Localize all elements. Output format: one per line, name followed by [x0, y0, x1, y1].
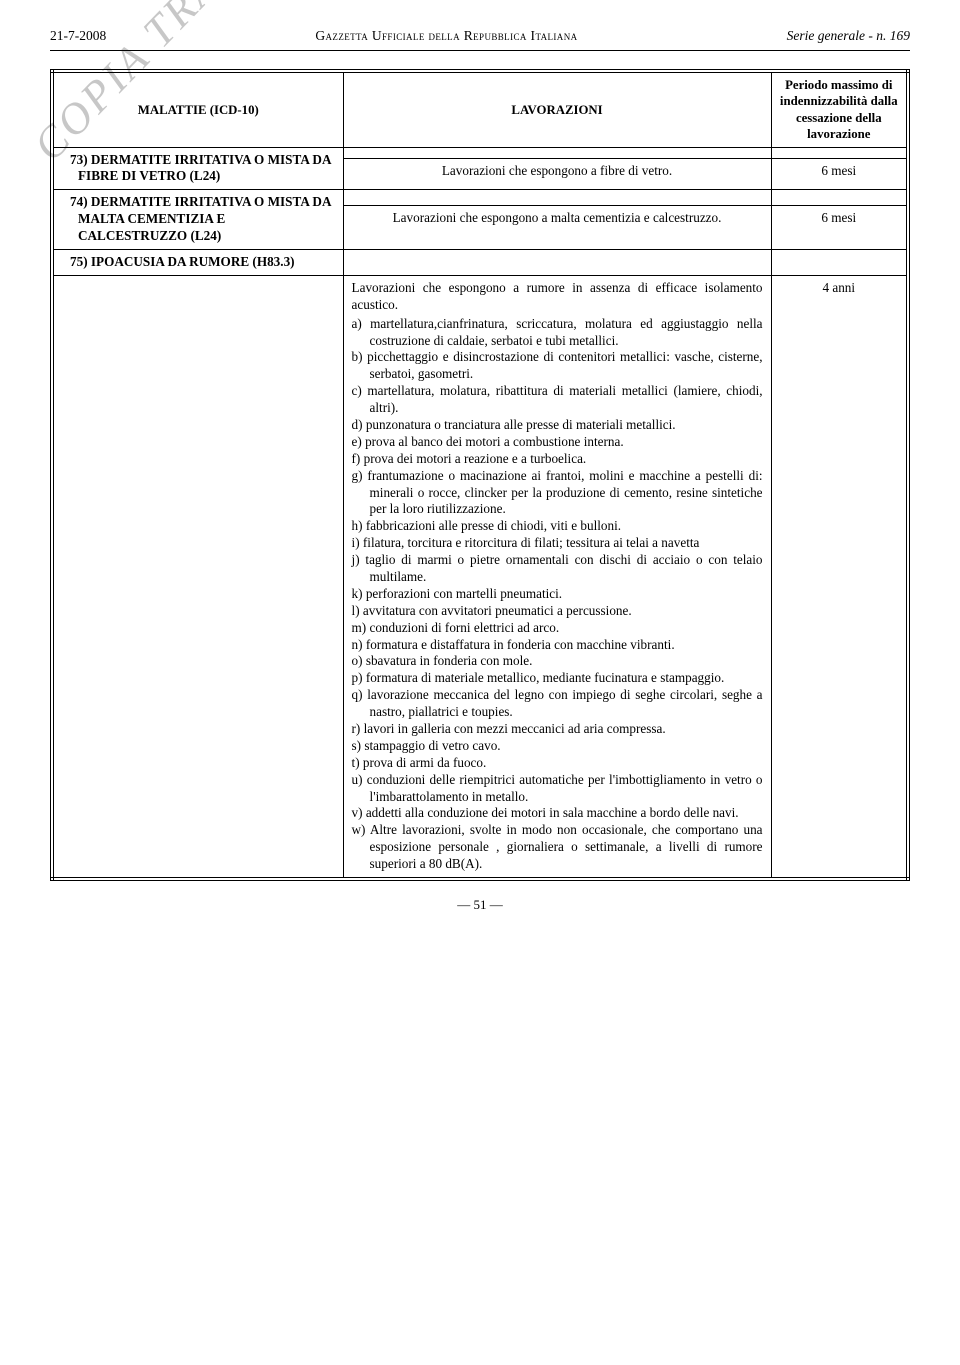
table-header-row: MALATTIE (ICD-10) LAVORAZIONI Periodo ma…	[52, 71, 908, 147]
lav-item: l) avvitatura con avvitatori pneumatici …	[352, 603, 763, 620]
disease-74-period: 6 mesi	[771, 205, 908, 249]
page-number: — 51 —	[50, 897, 910, 913]
lav-item: a) martellatura,cianfrinatura, scriccatu…	[352, 316, 763, 350]
header-issue: Serie generale - n. 169	[787, 28, 910, 44]
regulation-table: MALATTIE (ICD-10) LAVORAZIONI Periodo ma…	[50, 69, 910, 881]
lav-item: h) fabbricazioni alle presse di chiodi, …	[352, 518, 763, 535]
table-row: 73) DERMATITE IRRITATIVA O MISTA DA FIBR…	[52, 147, 908, 158]
header-title: Gazzetta Ufficiale della Repubblica Ital…	[315, 28, 577, 44]
lav-item: v) addetti alla conduzione dei motori in…	[352, 805, 763, 822]
lav-item: c) martellatura, molatura, ribattitura d…	[352, 383, 763, 417]
lav-intro: Lavorazioni che espongono a rumore in as…	[352, 280, 763, 314]
lav-item: j) taglio di marmi o pietre ornamentali …	[352, 552, 763, 586]
disease-73-period: 6 mesi	[771, 158, 908, 190]
disease-74-title: 74) DERMATITE IRRITATIVA O MISTA DA MALT…	[70, 194, 335, 245]
page-header: 21-7-2008 Gazzetta Ufficiale della Repub…	[50, 28, 910, 44]
disease-75-title: 75) IPOACUSIA DA RUMORE (H83.3)	[70, 254, 335, 271]
header-date: 21-7-2008	[50, 28, 106, 44]
col-header-lavorazioni: LAVORAZIONI	[343, 71, 771, 147]
disease-73-title: 73) DERMATITE IRRITATIVA O MISTA DA FIBR…	[70, 152, 335, 186]
lav-item: w) Altre lavorazioni, svolte in modo non…	[352, 822, 763, 873]
lav-item: e) prova al banco dei motori a combustio…	[352, 434, 763, 451]
disease-75-period: 4 anni	[771, 275, 908, 879]
lav-item: d) punzonatura o tranciatura alle presse…	[352, 417, 763, 434]
table-row: 74) DERMATITE IRRITATIVA O MISTA DA MALT…	[52, 190, 908, 205]
col-header-malattie: MALATTIE (ICD-10)	[52, 71, 343, 147]
lav-item: t) prova di armi da fuoco.	[352, 755, 763, 772]
lav-item: r) lavori in galleria con mezzi meccanic…	[352, 721, 763, 738]
lav-item: i) filatura, torcitura e ritorcitura di …	[352, 535, 763, 552]
disease-73-lavorazioni: Lavorazioni che espongono a fibre di vet…	[343, 158, 771, 190]
lav-item: k) perforazioni con martelli pneumatici.	[352, 586, 763, 603]
disease-74-lavorazioni: Lavorazioni che espongono a malta cement…	[343, 205, 771, 249]
lav-item: o) sbavatura in fonderia con mole.	[352, 653, 763, 670]
lav-item: g) frantumazione o macinazione ai franto…	[352, 468, 763, 519]
lav-item: f) prova dei motori a reazione e a turbo…	[352, 451, 763, 468]
lav-item: s) stampaggio di vetro cavo.	[352, 738, 763, 755]
col-header-periodo: Periodo massimo di indennizzabilità dall…	[771, 71, 908, 147]
lav-item: q) lavorazione meccanica del legno con i…	[352, 687, 763, 721]
lav-item: n) formatura e distaffatura in fonderia …	[352, 637, 763, 654]
table-row: 75) IPOACUSIA DA RUMORE (H83.3)	[52, 249, 908, 275]
table-row: Lavorazioni che espongono a rumore in as…	[52, 275, 908, 879]
lav-item: m) conduzioni di forni elettrici ad arco…	[352, 620, 763, 637]
lav-item: b) picchettaggio e disincrostazione di c…	[352, 349, 763, 383]
header-rule	[50, 50, 910, 51]
disease-75-lavorazioni: Lavorazioni che espongono a rumore in as…	[343, 275, 771, 879]
lav-item: p) formatura di materiale metallico, med…	[352, 670, 763, 687]
lav-item: u) conduzioni delle riempitrici automati…	[352, 772, 763, 806]
